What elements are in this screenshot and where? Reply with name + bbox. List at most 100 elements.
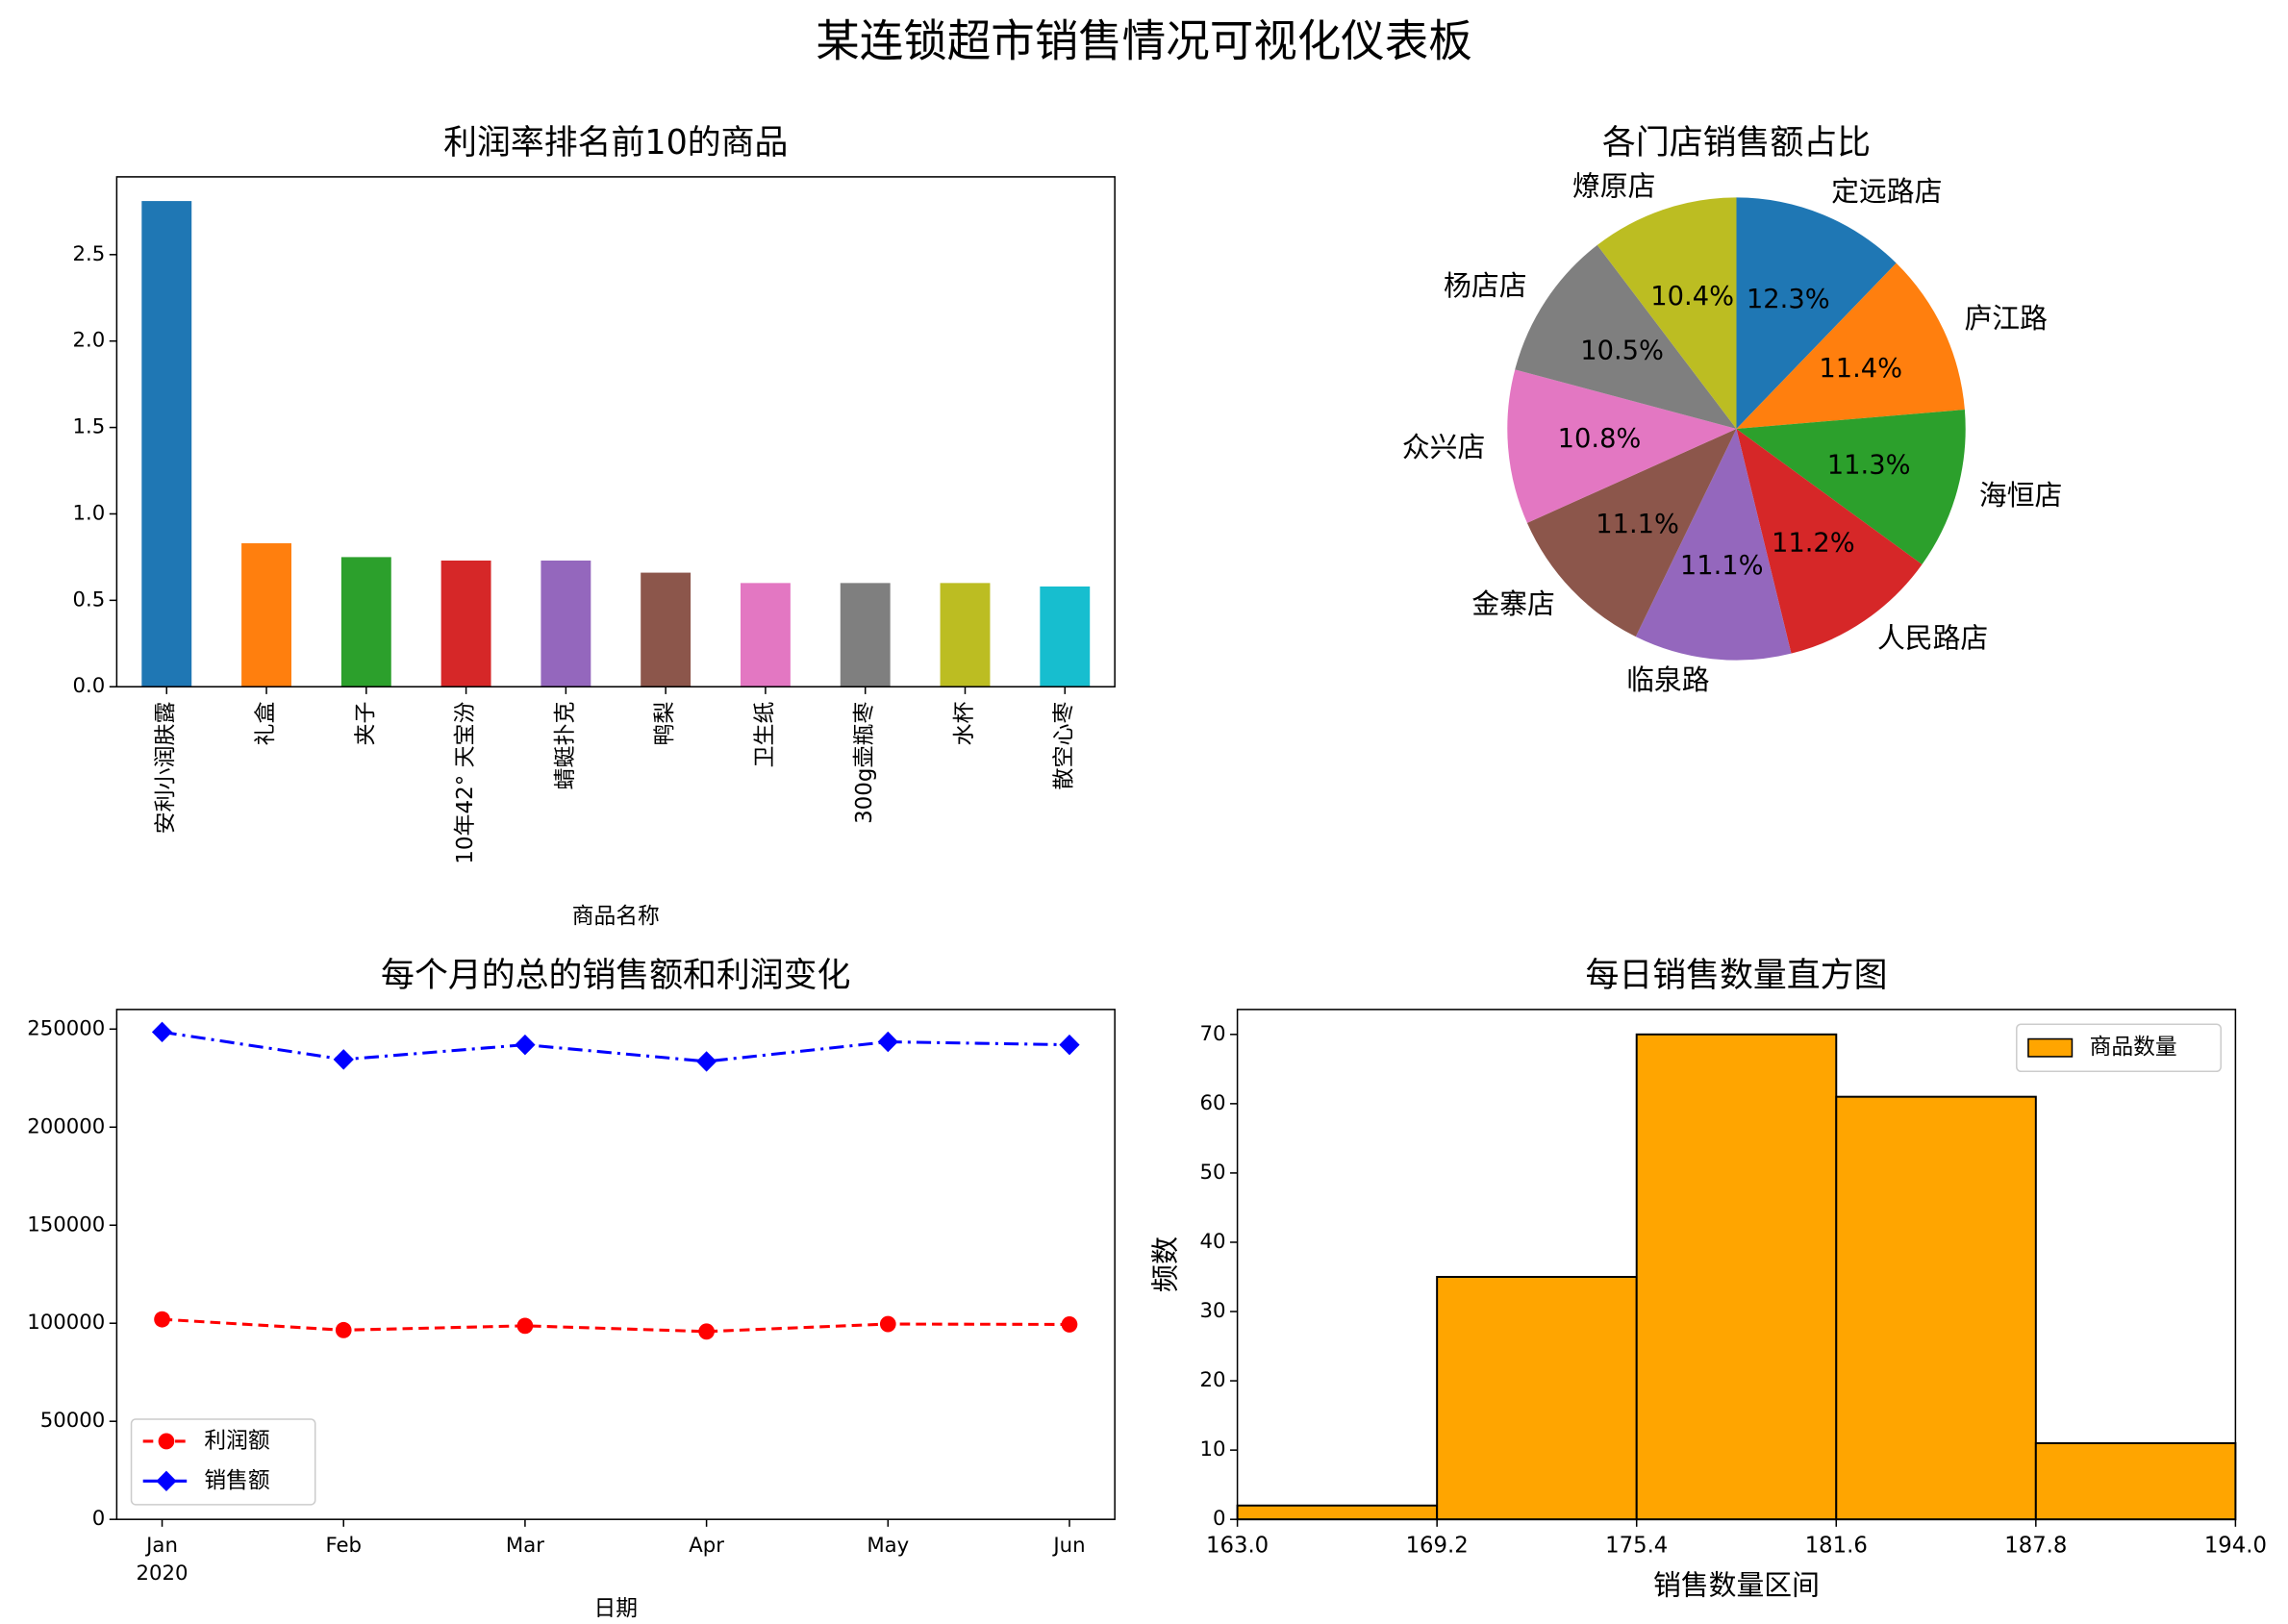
pie-pct-label: 11.2%: [1772, 528, 1855, 558]
bar: [840, 583, 891, 687]
x-tick-label: 194.0: [2204, 1533, 2267, 1558]
y-tick-label: 20: [1199, 1368, 1225, 1392]
pie-slice: [1597, 197, 1737, 430]
bar: [1040, 586, 1091, 687]
series-line: [162, 1030, 1070, 1063]
y-tick-label: 0: [92, 1507, 106, 1531]
marker: [335, 1321, 352, 1338]
histogram-bar: [2034, 1441, 2237, 1521]
bar: [340, 557, 391, 687]
pie-slice: [1736, 410, 1966, 565]
legend-label: 商品数量: [2090, 1035, 2177, 1060]
x-year-label: 2020: [137, 1562, 189, 1586]
marker: [695, 1051, 717, 1072]
pie-slice: [1515, 244, 1737, 430]
bar: [740, 583, 791, 687]
x-tick-label: 300g壶瓶枣: [852, 701, 877, 824]
pie-label: 金寨店: [1471, 587, 1554, 620]
x-axis-label: 日期: [594, 1596, 638, 1621]
marker: [158, 1433, 175, 1450]
x-tick-label: May: [867, 1534, 909, 1558]
bar: [141, 201, 192, 687]
y-tick-label: 250000: [27, 1016, 105, 1040]
x-tick-label: 175.4: [1605, 1533, 1668, 1558]
x-tick-label: 169.2: [1406, 1533, 1469, 1558]
y-tick-label: 40: [1199, 1230, 1225, 1254]
pie-label: 杨店店: [1444, 269, 1526, 302]
marker: [698, 1323, 715, 1340]
marker: [516, 1317, 534, 1335]
marker: [156, 1470, 177, 1492]
pie-slice: [1736, 262, 1965, 430]
marker: [877, 1031, 898, 1053]
x-tick-label: 10年42° 天宝汾: [453, 701, 478, 863]
pie-pct-label: 12.3%: [1747, 285, 1830, 314]
x-tick-label: 礼盒: [254, 701, 279, 745]
pie-slice: [1635, 429, 1792, 661]
y-tick-label: 150000: [27, 1212, 105, 1237]
x-tick-label: 163.0: [1206, 1533, 1269, 1558]
y-tick-label: 0.0: [72, 674, 105, 698]
x-tick-label: 卫生纸: [753, 701, 778, 767]
y-tick-label: 0: [1213, 1507, 1226, 1531]
x-tick-label: 181.6: [1805, 1533, 1868, 1558]
y-tick-label: 50000: [40, 1409, 106, 1433]
histogram-bar: [1236, 1504, 1439, 1521]
y-axis-label: 频数: [1149, 1237, 1182, 1292]
x-tick-label: Feb: [325, 1534, 362, 1558]
x-tick-label: 蜻蜓扑克: [553, 702, 578, 790]
pie-pct-label: 10.5%: [1580, 336, 1664, 365]
pie-pct-label: 11.1%: [1596, 510, 1679, 539]
series-line: [162, 1317, 1069, 1334]
x-tick-label: Jan: [144, 1534, 178, 1558]
legend-swatch: [2027, 1037, 2074, 1058]
marker: [151, 1021, 173, 1043]
pie-label: 人民路店: [1877, 621, 1988, 654]
x-axis-label: 商品名称: [572, 904, 660, 929]
y-tick-label: 2.5: [72, 242, 105, 266]
bar: [440, 560, 491, 687]
marker: [1061, 1316, 1078, 1333]
marker: [333, 1049, 354, 1070]
marker: [879, 1315, 896, 1333]
pie-slice: [1507, 369, 1737, 523]
marker: [154, 1311, 170, 1328]
x-tick-label: 187.8: [2004, 1533, 2067, 1558]
x-tick-label: 水杯: [952, 701, 977, 745]
bar: [541, 560, 591, 687]
pie-slice: [1736, 429, 1923, 654]
y-tick-label: 10: [1199, 1437, 1225, 1462]
x-tick-label: 鸭梨: [653, 701, 678, 745]
x-tick-label: Apr: [689, 1534, 724, 1558]
legend-label: 利润额: [204, 1428, 269, 1453]
histogram-bar: [1436, 1276, 1638, 1521]
x-tick-label: 散空心枣: [1052, 701, 1077, 789]
histogram-bar: [1635, 1033, 1838, 1521]
chart-title: 各门店销售额占比: [1602, 123, 1871, 162]
marker: [1059, 1034, 1080, 1056]
y-tick-label: 30: [1199, 1299, 1225, 1323]
x-tick-label: 安利小润肤露: [154, 701, 179, 834]
pie-label: 临泉路: [1626, 663, 1709, 696]
y-tick-label: 200000: [27, 1114, 105, 1138]
dashboard-title: 某连锁超市销售情况可视化仪表板: [816, 15, 1472, 66]
pie-pct-label: 11.4%: [1819, 354, 1902, 384]
y-tick-label: 0.5: [72, 587, 105, 612]
x-tick-label: Mar: [506, 1534, 544, 1558]
y-tick-label: 1.0: [72, 501, 105, 525]
pie-pct-label: 11.3%: [1827, 450, 1911, 480]
pie-label: 燎原店: [1572, 169, 1655, 202]
x-tick-label: Jun: [1051, 1534, 1085, 1558]
axes-frame: [1236, 1009, 2237, 1520]
pie-label: 定远路店: [1831, 175, 1942, 208]
pie-pct-label: 10.4%: [1650, 282, 1734, 312]
bar: [641, 572, 691, 687]
chart-title: 每个月的总的销售额和利润变化: [381, 956, 850, 995]
legend-label: 销售额: [204, 1468, 269, 1493]
chart-title: 每日销售数量直方图: [1586, 956, 1888, 995]
y-tick-label: 2.0: [72, 329, 105, 353]
y-tick-label: 60: [1199, 1091, 1225, 1115]
histogram-bar: [1835, 1095, 2037, 1521]
